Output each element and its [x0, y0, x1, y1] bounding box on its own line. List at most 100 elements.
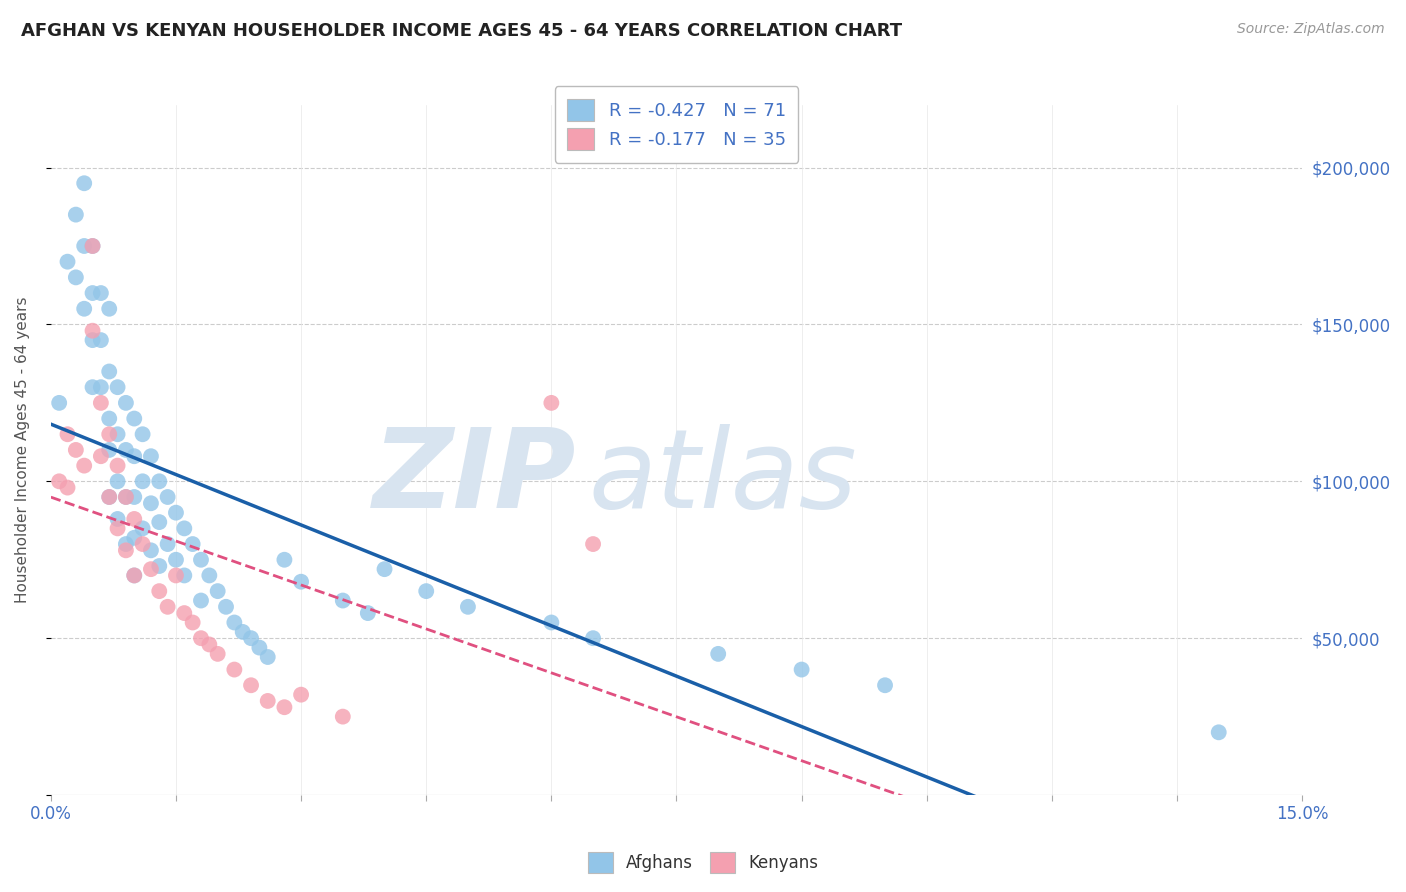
Point: [139, 562, 162, 576]
Point: [415, 584, 437, 599]
Text: ZIP: ZIP: [373, 424, 576, 531]
Point: [115, 490, 138, 504]
Point: [181, 615, 204, 630]
Point: [139, 496, 162, 510]
Text: AFGHAN VS KENYAN HOUSEHOLDER INCOME AGES 45 - 64 YEARS CORRELATION CHART: AFGHAN VS KENYAN HOUSEHOLDER INCOME AGES…: [21, 22, 903, 40]
Point: [156, 490, 179, 504]
Point: [98, 364, 121, 378]
Point: [224, 663, 246, 677]
Point: [148, 559, 170, 574]
Point: [98, 490, 121, 504]
Point: [90, 380, 112, 394]
Point: [139, 449, 162, 463]
Point: [73, 301, 96, 316]
Point: [115, 490, 138, 504]
Point: [131, 537, 153, 551]
Point: [215, 599, 238, 614]
Point: [90, 286, 112, 301]
Point: [173, 521, 195, 535]
Point: [582, 537, 605, 551]
Point: [131, 475, 153, 489]
Point: [98, 411, 121, 425]
Point: [273, 700, 295, 714]
Point: [107, 475, 129, 489]
Point: [181, 537, 204, 551]
Point: [332, 593, 354, 607]
Point: [82, 286, 104, 301]
Point: [240, 631, 263, 645]
Point: [165, 568, 187, 582]
Point: [122, 449, 145, 463]
Point: [224, 615, 246, 630]
Point: [790, 663, 813, 677]
Point: [139, 543, 162, 558]
Point: [122, 568, 145, 582]
Point: [165, 506, 187, 520]
Point: [290, 574, 312, 589]
Point: [90, 333, 112, 347]
Point: [207, 647, 229, 661]
Point: [148, 584, 170, 599]
Point: [198, 568, 221, 582]
Y-axis label: Householder Income Ages 45 - 64 years: Householder Income Ages 45 - 64 years: [15, 297, 30, 603]
Point: [122, 531, 145, 545]
Point: [1208, 725, 1230, 739]
Point: [256, 694, 278, 708]
Point: [48, 396, 70, 410]
Point: [156, 537, 179, 551]
Legend: R = -0.427   N = 71, R = -0.177   N = 35: R = -0.427 N = 71, R = -0.177 N = 35: [554, 87, 799, 162]
Point: [98, 427, 121, 442]
Point: [190, 631, 212, 645]
Text: Source: ZipAtlas.com: Source: ZipAtlas.com: [1237, 22, 1385, 37]
Point: [107, 521, 129, 535]
Point: [190, 553, 212, 567]
Point: [190, 593, 212, 607]
Point: [290, 688, 312, 702]
Point: [98, 301, 121, 316]
Point: [107, 427, 129, 442]
Point: [65, 208, 87, 222]
Point: [173, 568, 195, 582]
Point: [107, 380, 129, 394]
Point: [107, 458, 129, 473]
Point: [240, 678, 263, 692]
Point: [457, 599, 479, 614]
Point: [107, 512, 129, 526]
Text: atlas: atlas: [589, 424, 858, 531]
Point: [98, 442, 121, 457]
Point: [247, 640, 270, 655]
Point: [82, 380, 104, 394]
Point: [115, 537, 138, 551]
Point: [82, 333, 104, 347]
Point: [332, 709, 354, 723]
Point: [56, 254, 79, 268]
Point: [90, 449, 112, 463]
Point: [540, 396, 562, 410]
Point: [115, 442, 138, 457]
Point: [56, 481, 79, 495]
Point: [173, 606, 195, 620]
Point: [131, 521, 153, 535]
Point: [165, 553, 187, 567]
Point: [232, 624, 254, 639]
Point: [198, 637, 221, 651]
Point: [82, 239, 104, 253]
Point: [122, 512, 145, 526]
Point: [207, 584, 229, 599]
Point: [156, 599, 179, 614]
Point: [56, 427, 79, 442]
Point: [98, 490, 121, 504]
Point: [115, 396, 138, 410]
Point: [256, 650, 278, 665]
Point: [131, 427, 153, 442]
Point: [73, 458, 96, 473]
Point: [115, 543, 138, 558]
Point: [273, 553, 295, 567]
Point: [82, 324, 104, 338]
Point: [73, 239, 96, 253]
Point: [148, 515, 170, 529]
Point: [540, 615, 562, 630]
Point: [707, 647, 730, 661]
Point: [73, 176, 96, 190]
Point: [90, 396, 112, 410]
